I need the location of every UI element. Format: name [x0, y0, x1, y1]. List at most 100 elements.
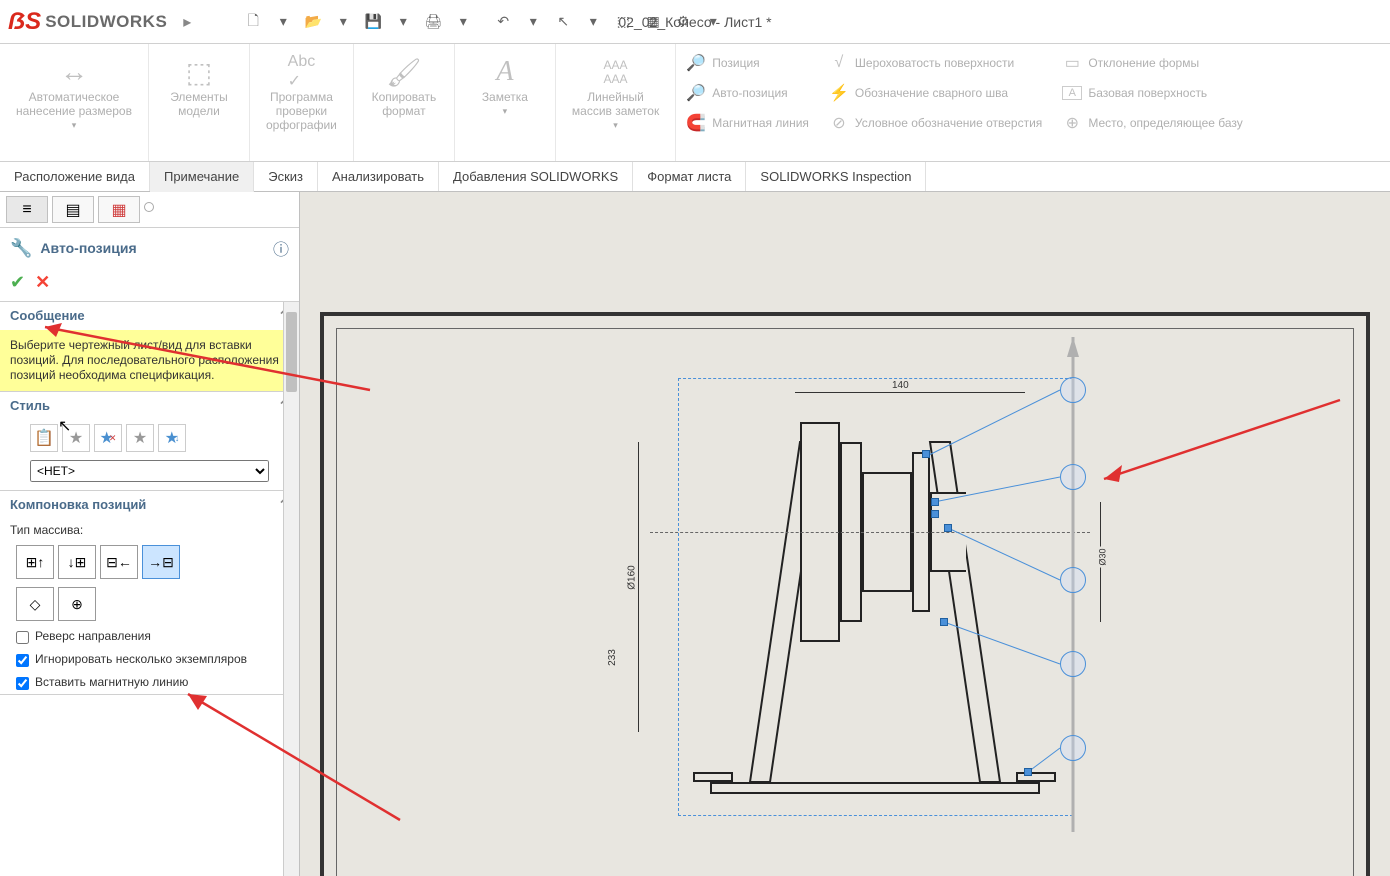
tab-sketch[interactable]: Эскиз	[254, 162, 318, 191]
auto-dimension-button[interactable]: ↔Автоматическое нанесение размеров▾	[10, 50, 138, 135]
select-button[interactable]: ↖	[549, 8, 577, 36]
balloon[interactable]	[1060, 567, 1086, 593]
cursor-icon: ↖	[58, 416, 71, 436]
undo-button[interactable]: ↶	[489, 8, 517, 36]
tab-sheet-format[interactable]: Формат листа	[633, 162, 746, 191]
auto-balloon-button[interactable]: 🔎Авто-позиция	[680, 78, 815, 108]
note-button[interactable]: AЗаметка▾	[465, 50, 545, 121]
balloon[interactable]	[1060, 377, 1086, 403]
array-top-icon[interactable]: ⊞↑	[16, 545, 54, 579]
tool-icon: 🔧	[10, 238, 32, 259]
model-items-button[interactable]: ⬚Элементы модели	[159, 50, 239, 122]
array-left-icon[interactable]: ⊟←	[100, 545, 138, 579]
array-bottom-icon[interactable]: ↓⊞	[58, 545, 96, 579]
style-apply-icon[interactable]: 📋	[30, 424, 58, 452]
tab-inspection[interactable]: SOLIDWORKS Inspection	[746, 162, 926, 191]
save-button[interactable]: 💾	[359, 8, 387, 36]
handle[interactable]	[931, 498, 939, 506]
balloon[interactable]	[1060, 651, 1086, 677]
format-painter-button[interactable]: 🖌Копировать формат	[364, 50, 444, 122]
open-button[interactable]: 📂	[299, 8, 327, 36]
qat-dropdown[interactable]: ▾	[389, 8, 417, 36]
document-title: 02_02_Колесо - Лист1 *	[618, 14, 771, 30]
style-section: Стиль⌃ 📋 ★ ★✕ ★ ★↓ <НЕТ>	[0, 392, 299, 491]
ignore-label: Игнорировать несколько экземпляров	[35, 652, 247, 666]
tab-addins[interactable]: Добавления SOLIDWORKS	[439, 162, 633, 191]
message-header[interactable]: Сообщение⌃	[0, 302, 299, 330]
qat-dropdown[interactable]: ▾	[519, 8, 547, 36]
datum-target-button[interactable]: ⊕Место, определяющее базу	[1056, 108, 1248, 138]
style-select[interactable]: <НЕТ>	[30, 460, 269, 482]
note-pattern-button[interactable]: AAAAAAЛинейный массив заметок▾	[566, 50, 665, 135]
dim-text: 140	[890, 380, 911, 391]
message-section: Сообщение⌃ Выберите чертежный лист/вид д…	[0, 302, 299, 392]
app-logo: ẞS SOLIDWORKS	[0, 0, 175, 43]
ribbon: ↔Автоматическое нанесение размеров▾ ⬚Эле…	[0, 44, 1390, 162]
reverse-label: Реверс направления	[35, 629, 151, 643]
reverse-checkbox[interactable]	[16, 631, 29, 644]
style-load-icon[interactable]: ★↓	[158, 424, 186, 452]
tab-evaluate[interactable]: Анализировать	[318, 162, 439, 191]
datum-button[interactable]: AБазовая поверхность	[1056, 78, 1248, 108]
handle[interactable]	[931, 510, 939, 518]
print-button[interactable]: 🖨	[419, 8, 447, 36]
magnetic-line-button[interactable]: 🧲Магнитная линия	[680, 108, 815, 138]
panel-header: 🔧 Авто-позиция ⓘ	[0, 228, 299, 268]
dim-text: 233	[607, 647, 618, 668]
expand-menu-button[interactable]: ▸	[175, 0, 199, 43]
help-button[interactable]: ⓘ	[273, 236, 289, 260]
ignore-checkbox[interactable]	[16, 654, 29, 667]
logo-icon: ẞS	[8, 8, 41, 36]
ok-button[interactable]: ✔	[10, 272, 25, 293]
handle[interactable]	[940, 618, 948, 626]
property-manager: ≡ ▤ ▦ 🔧 Авто-позиция ⓘ ✔ ✕ Сообщение⌃ Вы…	[0, 192, 300, 876]
layout-section: Компоновка позиций⌃ Тип массива: ⊞↑ ↓⊞ ⊟…	[0, 491, 299, 695]
balloon[interactable]	[1060, 464, 1086, 490]
array-circle-icon[interactable]: ⊕	[58, 587, 96, 621]
weld-symbol-button[interactable]: ⚡Обозначение сварного шва	[823, 78, 1048, 108]
panel-title: Авто-позиция	[40, 240, 265, 256]
magnet-label: Вставить магнитную линию	[35, 675, 188, 689]
handle[interactable]	[1024, 768, 1032, 776]
style-delete-icon[interactable]: ★✕	[94, 424, 122, 452]
style-header[interactable]: Стиль⌃	[0, 392, 299, 420]
qat-dropdown[interactable]: ▾	[269, 8, 297, 36]
array-right-icon[interactable]: →⊟	[142, 545, 180, 579]
geo-tolerance-button[interactable]: ▭Отклонение формы	[1056, 48, 1248, 78]
array-square-icon[interactable]: ◇	[16, 587, 54, 621]
pin-indicator[interactable]	[144, 202, 154, 212]
layout-header[interactable]: Компоновка позиций⌃	[0, 491, 299, 519]
hole-callout-button[interactable]: ⊘Условное обозначение отверстия	[823, 108, 1048, 138]
cancel-button[interactable]: ✕	[35, 272, 50, 293]
magnet-checkbox[interactable]	[16, 677, 29, 690]
selection-box	[678, 378, 1073, 816]
app-name: SOLIDWORKS	[45, 12, 167, 32]
message-body: Выберите чертежный лист/вид для вставки …	[0, 330, 299, 391]
qat-dropdown[interactable]: ▾	[329, 8, 357, 36]
surface-finish-button[interactable]: √Шероховатость поверхности	[823, 48, 1048, 78]
feature-manager-tab[interactable]: ≡	[6, 196, 48, 223]
drawing-canvas[interactable]: 140 Ø160 233 Ø30	[300, 192, 1390, 876]
handle[interactable]	[922, 450, 930, 458]
balloon[interactable]	[1060, 735, 1086, 761]
dim-text: Ø160	[627, 563, 638, 591]
panel-actions: ✔ ✕	[0, 268, 299, 302]
tab-view-layout[interactable]: Расположение вида	[0, 162, 150, 191]
main-area: ≡ ▤ ▦ 🔧 Авто-позиция ⓘ ✔ ✕ Сообщение⌃ Вы…	[0, 192, 1390, 876]
spell-check-button[interactable]: Abc✓Программа проверки орфографии	[260, 50, 343, 136]
dim-line	[795, 392, 1025, 393]
dim-line	[638, 442, 639, 732]
config-manager-tab[interactable]: ▦	[98, 196, 140, 223]
title-bar: ẞS SOLIDWORKS ▸ 🗋▾ 📂▾ 💾▾ 🖨▾ ↶▾ ↖▾ ⬚ ▦ ⚙▾…	[0, 0, 1390, 44]
property-manager-tab[interactable]: ▤	[52, 196, 94, 223]
new-doc-button[interactable]: 🗋	[239, 8, 267, 36]
qat-dropdown[interactable]: ▾	[579, 8, 607, 36]
qat-dropdown[interactable]: ▾	[449, 8, 477, 36]
command-manager-tabs: Расположение вида Примечание Эскиз Анали…	[0, 162, 1390, 192]
panel-scrollbar[interactable]	[283, 302, 299, 876]
handle[interactable]	[944, 524, 952, 532]
balloon-button[interactable]: 🔎Позиция	[680, 48, 815, 78]
style-save-icon[interactable]: ★	[126, 424, 154, 452]
tab-annotation[interactable]: Примечание	[150, 162, 254, 192]
dim-text: Ø30	[1098, 546, 1108, 567]
